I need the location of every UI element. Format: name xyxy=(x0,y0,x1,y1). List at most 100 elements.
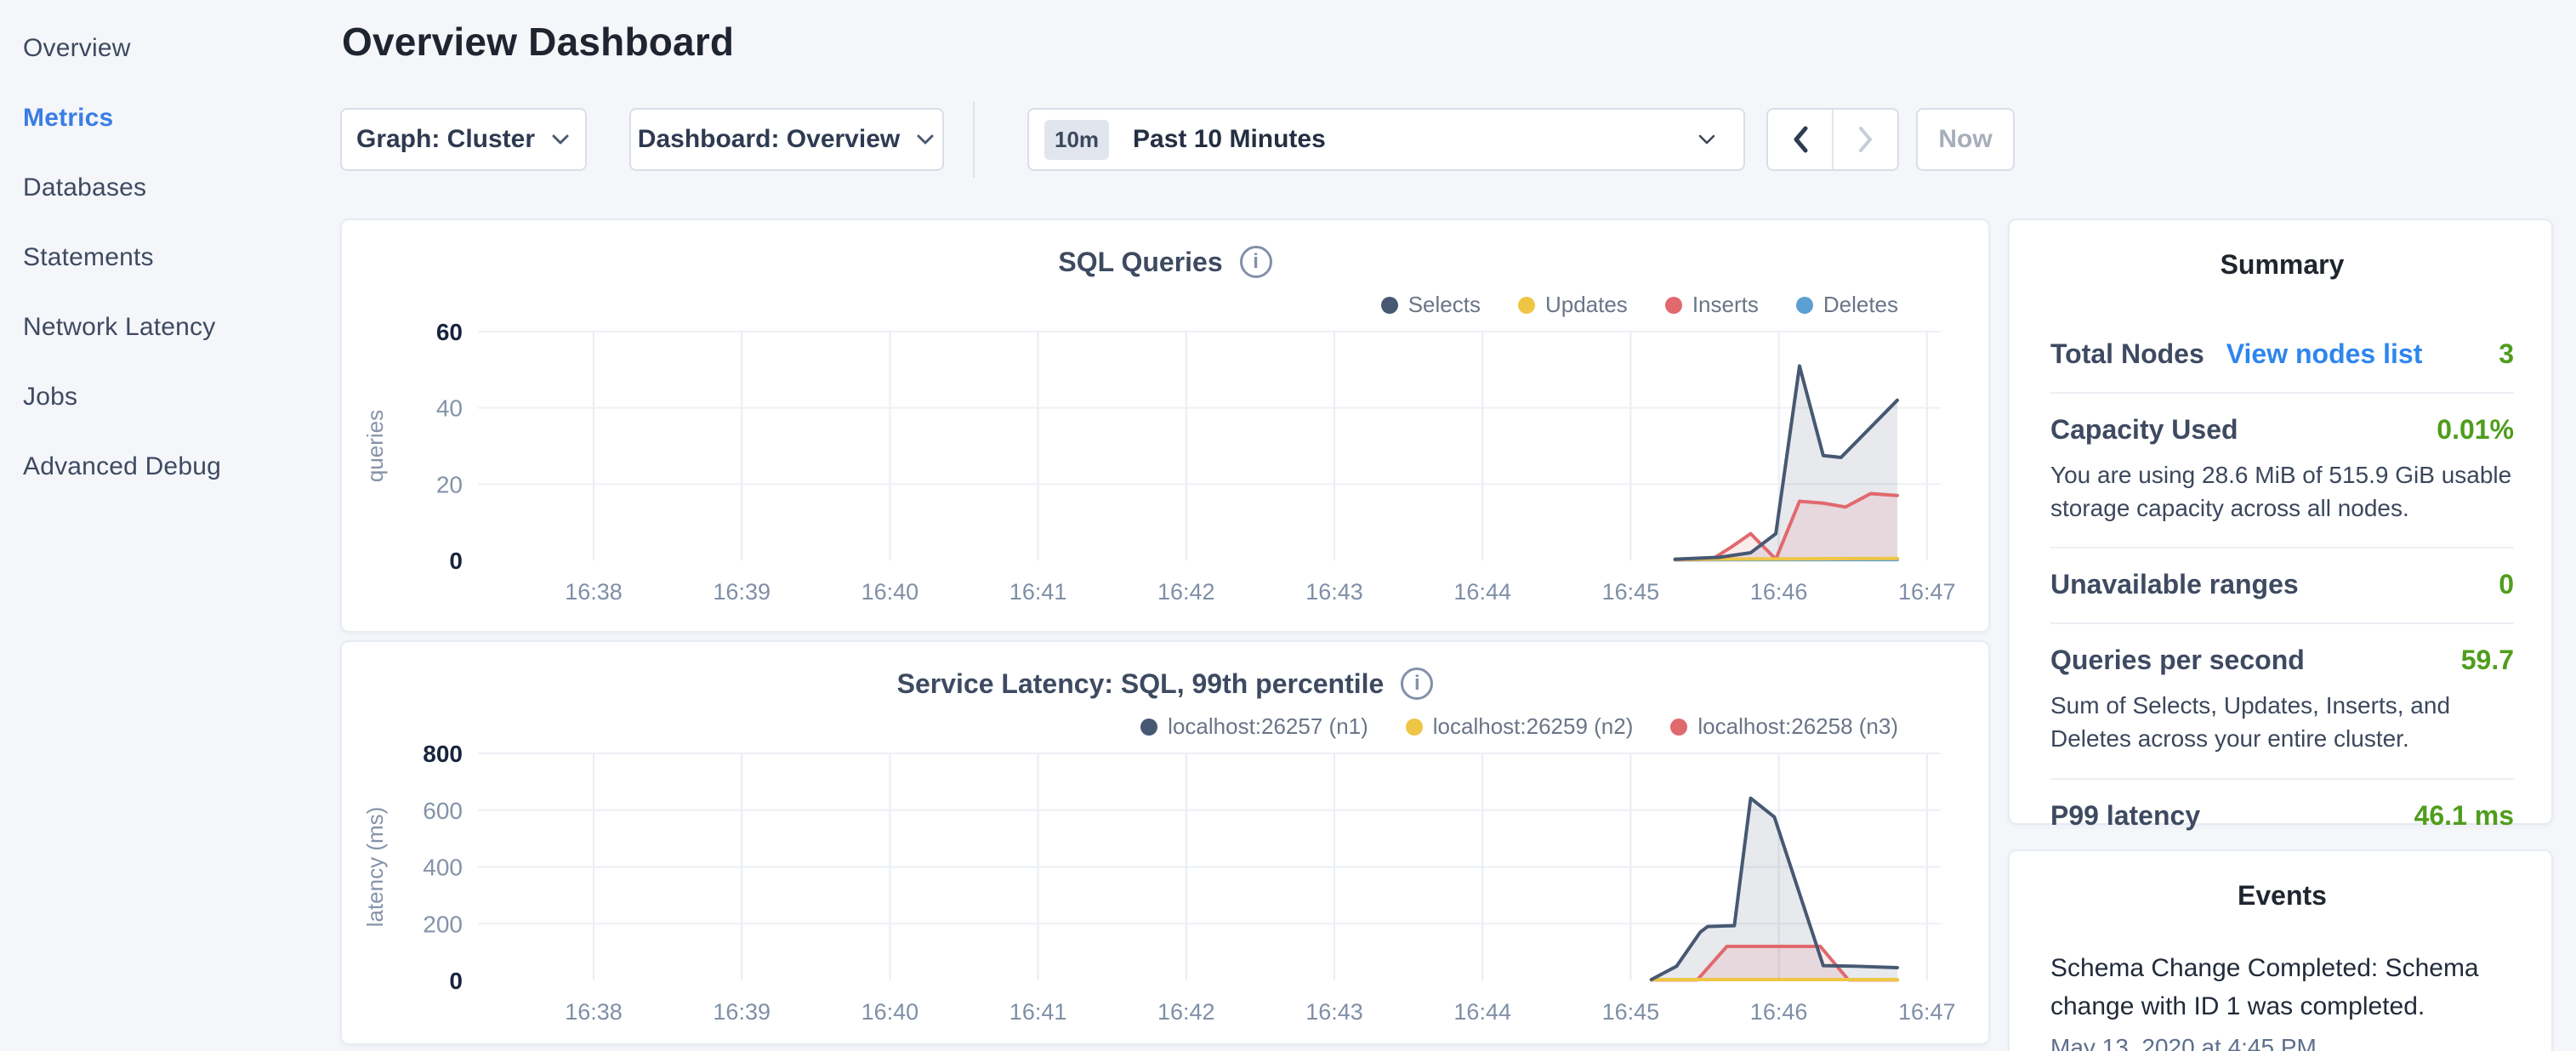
x-tick-label: 16:46 xyxy=(1750,999,1808,1025)
dashboard-dropdown[interactable]: Dashboard: Overview xyxy=(629,108,944,171)
legend-label: Inserts xyxy=(1692,292,1759,318)
legend-label: Selects xyxy=(1408,292,1481,318)
chevron-down-icon xyxy=(1696,132,1718,147)
chevron-down-icon xyxy=(550,133,571,146)
events-title: Events xyxy=(2050,880,2514,912)
legend-label: localhost:26259 (n2) xyxy=(1433,713,1634,740)
x-tick-label: 16:45 xyxy=(1602,579,1660,605)
summary-label: P99 latency xyxy=(2050,800,2200,832)
legend-dot-icon xyxy=(1670,719,1687,736)
summary-row-total-nodes: Total Nodes View nodes list 3 xyxy=(2050,318,2514,394)
y-axis-label: queries xyxy=(362,410,388,482)
summary-label: Capacity Used xyxy=(2050,414,2238,446)
sidebar-item-databases[interactable]: Databases xyxy=(23,153,340,223)
sidebar-item-network-latency[interactable]: Network Latency xyxy=(23,293,340,362)
sidebar-item-statements[interactable]: Statements xyxy=(23,223,340,293)
legend-item[interactable]: Inserts xyxy=(1665,292,1759,318)
sidebar-item-overview[interactable]: Overview xyxy=(23,14,340,83)
legend-label: localhost:26258 (n3) xyxy=(1697,713,1898,740)
info-icon[interactable]: i xyxy=(1240,246,1272,278)
y-tick-label: 400 xyxy=(423,855,463,881)
events-panel: Events Schema Change Completed: Schema c… xyxy=(2008,849,2553,1051)
x-tick-label: 16:44 xyxy=(1453,579,1511,605)
legend-dot-icon xyxy=(1518,297,1535,314)
x-tick-label: 16:44 xyxy=(1453,999,1511,1025)
legend-dot-icon xyxy=(1406,719,1423,736)
time-step-buttons xyxy=(1766,108,1899,171)
x-tick-label: 16:41 xyxy=(1009,579,1067,605)
x-tick-label: 16:47 xyxy=(1898,579,1956,605)
x-tick-label: 16:41 xyxy=(1009,999,1067,1025)
time-step-next-button[interactable] xyxy=(1832,110,1897,169)
y-tick-label: 0 xyxy=(449,548,463,574)
y-axis-label: latency (ms) xyxy=(362,807,388,928)
x-tick-label: 16:43 xyxy=(1305,999,1363,1025)
x-tick-label: 16:40 xyxy=(862,999,919,1025)
legend-item[interactable]: Deletes xyxy=(1796,292,1898,318)
chart-title: Service Latency: SQL, 99th percentile xyxy=(897,668,1385,700)
summary-label: Unavailable ranges xyxy=(2050,569,2299,600)
legend-item[interactable]: localhost:26257 (n1) xyxy=(1140,713,1368,740)
dashboard-label: Dashboard: Overview xyxy=(638,125,900,154)
x-tick-label: 16:42 xyxy=(1157,579,1215,605)
chart-legend: localhost:26257 (n1) localhost:26259 (n2)… xyxy=(1140,713,1898,740)
chevron-right-icon xyxy=(1857,125,1875,154)
service-latency-chart-card: 16:38 16:39 16:40 16:41 16:42 16:43 16:44 16:45… xyxy=(340,640,1990,1045)
service-latency-plot[interactable]: 16:38 16:39 16:40 16:41 16:42 16:43 16:44 16:45… xyxy=(342,642,1988,1043)
graph-source-dropdown[interactable]: Graph: Cluster xyxy=(340,108,587,171)
chart-legend: Selects Updates Inserts Deletes xyxy=(1381,292,1898,318)
time-range-badge: 10m xyxy=(1044,120,1109,160)
x-tick-label: 16:38 xyxy=(565,999,623,1025)
legend-dot-icon xyxy=(1665,297,1682,314)
y-tick-label: 0 xyxy=(449,968,463,994)
x-tick-label: 16:40 xyxy=(862,579,919,605)
x-tick-label: 16:47 xyxy=(1898,999,1956,1025)
legend-item[interactable]: Updates xyxy=(1518,292,1628,318)
sidebar-item-jobs[interactable]: Jobs xyxy=(23,362,340,432)
y-tick-label: 200 xyxy=(423,911,463,937)
event-text: Schema Change Completed: Schema change w… xyxy=(2050,949,2514,1025)
legend-item[interactable]: Selects xyxy=(1381,292,1481,318)
summary-title: Summary xyxy=(2050,249,2514,281)
time-step-prev-button[interactable] xyxy=(1768,110,1832,169)
sidebar-item-advanced-debug[interactable]: Advanced Debug xyxy=(23,432,340,502)
sidebar: Overview Metrics Databases Statements Ne… xyxy=(0,0,340,1051)
summary-value: 59.7 xyxy=(2461,645,2514,676)
x-tick-label: 16:39 xyxy=(713,999,771,1025)
chart-title: SQL Queries xyxy=(1058,247,1222,278)
graph-source-label: Graph: Cluster xyxy=(356,125,535,154)
summary-value: 0 xyxy=(2499,569,2514,600)
sql-queries-plot[interactable]: 16:3816:3916:4016:4116:4216:4316:4416:45… xyxy=(342,220,1988,631)
x-tick-label: 16:43 xyxy=(1305,579,1363,605)
summary-row-p99-latency: P99 latency 46.1 ms xyxy=(2050,780,2514,854)
y-tick-label: 600 xyxy=(423,798,463,824)
event-timestamp: May 13, 2020 at 4:45 PM xyxy=(2050,1034,2514,1051)
summary-value: 3 xyxy=(2499,338,2514,370)
summary-label: Total Nodes xyxy=(2050,338,2204,370)
sql-queries-chart-card: 16:3816:3916:4016:4116:4216:4316:4416:45… xyxy=(340,219,1990,633)
legend-item[interactable]: localhost:26259 (n2) xyxy=(1406,713,1634,740)
legend-item[interactable]: localhost:26258 (n3) xyxy=(1670,713,1898,740)
summary-description: You are using 28.6 MiB of 515.9 GiB usab… xyxy=(2050,459,2514,525)
summary-value: 0.01% xyxy=(2437,414,2514,446)
legend-label: Updates xyxy=(1545,292,1628,318)
x-tick-label: 16:42 xyxy=(1157,999,1215,1025)
time-range-selector[interactable]: 10m Past 10 Minutes xyxy=(1027,108,1745,171)
y-tick-label: 40 xyxy=(436,395,463,422)
main-content: Overview Dashboard Graph: Cluster Dashbo… xyxy=(340,0,1990,1051)
y-tick-label: 800 xyxy=(423,741,463,767)
legend-dot-icon xyxy=(1796,297,1813,314)
info-icon[interactable]: i xyxy=(1401,668,1433,700)
x-tick-label: 16:45 xyxy=(1602,999,1660,1025)
time-range-label: Past 10 Minutes xyxy=(1133,125,1696,154)
sidebar-item-metrics[interactable]: Metrics xyxy=(23,83,340,153)
view-nodes-list-link[interactable]: View nodes list xyxy=(2226,338,2423,370)
summary-row-capacity-used: Capacity Used 0.01% You are using 28.6 M… xyxy=(2050,394,2514,548)
legend-dot-icon xyxy=(1381,297,1398,314)
summary-row-unavailable-ranges: Unavailable ranges 0 xyxy=(2050,548,2514,624)
summary-value: 46.1 ms xyxy=(2414,800,2514,832)
x-tick-label: 16:46 xyxy=(1750,579,1808,605)
legend-label: localhost:26257 (n1) xyxy=(1168,713,1368,740)
now-button[interactable]: Now xyxy=(1916,108,2015,171)
summary-description: Sum of Selects, Updates, Inserts, and De… xyxy=(2050,690,2514,755)
